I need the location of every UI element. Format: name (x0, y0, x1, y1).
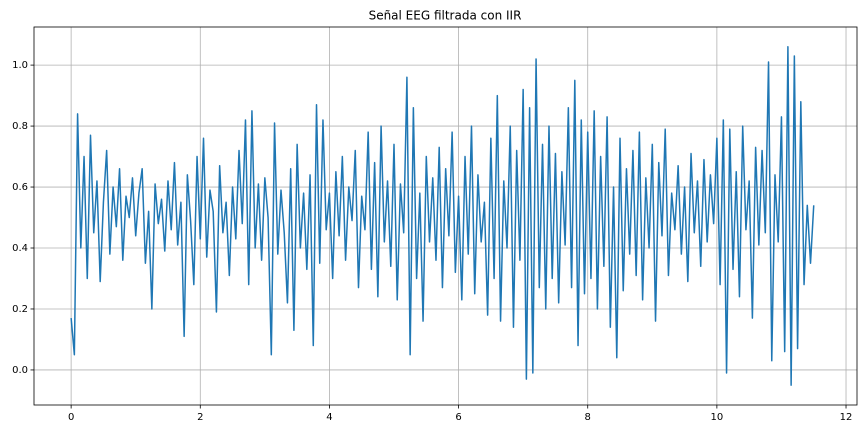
y-tick-label: 0.2 (12, 304, 28, 315)
y-tick-label: 0.6 (12, 182, 28, 193)
y-tick-label: 0.0 (12, 365, 28, 376)
chart-title: Señal EEG filtrada con IIR (369, 9, 522, 23)
x-tick-label: 12 (840, 412, 853, 423)
y-tick-label: 0.4 (12, 243, 28, 254)
data-line (70, 46, 815, 386)
x-tick-label: 2 (197, 412, 203, 423)
plot-frame (33, 26, 858, 406)
y-tick-label: 1.0 (12, 60, 28, 71)
x-tick-label: 10 (711, 412, 724, 423)
y-tick-label: 0.8 (12, 121, 28, 132)
x-tick-label: 8 (585, 412, 591, 423)
x-tick-label: 6 (455, 412, 461, 423)
x-tick-label: 4 (326, 412, 332, 423)
x-tick-label: 0 (68, 412, 74, 423)
